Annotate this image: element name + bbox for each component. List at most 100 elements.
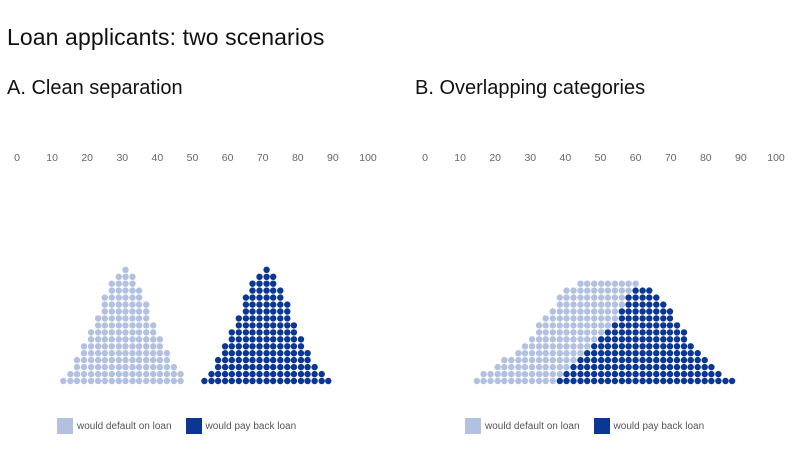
data-dot [290,329,298,336]
data-dot [494,370,501,378]
data-dot [598,322,605,329]
data-dot [549,356,556,364]
data-dot [290,322,298,329]
data-dot [515,356,522,364]
data-dot [228,336,235,343]
data-dot [535,363,543,371]
data-dot [242,377,250,385]
data-dot [115,377,123,385]
data-dot [528,336,536,343]
x-tick-label: 80 [700,152,712,164]
data-dot [108,343,116,350]
data-dot [67,370,74,378]
data-dot [625,308,632,315]
data-dot [129,377,136,385]
data-dot [646,363,653,371]
data-dot [577,294,584,301]
data-dot [570,294,577,301]
data-dot [129,294,136,301]
data-dot [598,363,605,371]
data-dot [660,336,667,343]
data-dot [646,301,653,308]
data-dot [270,308,277,315]
data-dot [556,370,563,378]
data-dot [542,322,549,329]
data-dot [528,350,536,357]
data-dot [235,329,242,336]
data-dot [290,336,298,343]
data-dot [135,363,143,371]
data-dot [542,377,549,385]
data-dot [101,294,109,301]
data-dot [653,315,660,322]
data-dot [646,308,653,315]
data-dot [115,363,123,371]
data-dot [277,377,284,385]
data-dot [263,287,270,294]
data-dot [598,294,605,301]
data-dot [715,370,722,378]
data-dot [577,308,584,315]
data-dot [618,308,626,315]
data-dot [228,363,235,371]
data-dot [228,356,235,364]
data-dot [101,370,109,378]
data-dot [150,363,157,371]
data-dot [249,294,256,301]
data-dot [256,308,263,315]
data-dot [604,315,612,322]
data-dot [549,363,556,371]
data-dot [108,329,116,336]
data-dot [284,322,291,329]
data-dot [501,356,508,364]
data-dot [150,356,157,364]
x-tick-label: 10 [46,152,58,164]
data-dot [80,370,88,378]
data-dot [501,377,508,385]
data-dot [256,336,263,343]
data-dot [135,356,143,364]
data-dot [122,266,129,273]
data-dot [604,370,612,378]
data-dot [618,329,626,336]
data-dot [632,343,639,350]
data-dot [170,370,178,378]
data-dot [618,287,626,294]
data-dot [270,363,277,371]
data-dot [129,322,136,329]
data-dot [556,329,563,336]
data-dot [129,363,136,371]
data-dot [228,377,235,385]
data-dot [556,363,563,371]
dot-plot-overlapping-categories: 0 10 20 30 40 50 60 70 80 90 100 [422,152,785,385]
data-dot [556,377,563,385]
data-dot [256,322,263,329]
data-dot [277,287,284,294]
data-dot [94,343,102,350]
data-dot [249,301,256,308]
data-dot [625,315,632,322]
data-dot [556,315,563,322]
data-dot [156,363,164,371]
data-dot [625,287,632,294]
data-dot [618,377,626,385]
data-dot [618,356,626,364]
data-dot [611,287,619,294]
data-dot [122,350,129,357]
data-dot [646,350,653,357]
legend-label-default: would default on loan [485,420,580,432]
data-dot [666,363,674,371]
data-dot [632,280,639,287]
data-dot [135,308,143,315]
data-dot [660,329,667,336]
data-dot [129,370,136,378]
data-dot [598,343,605,350]
data-dot [577,329,584,336]
x-tick-label: 90 [735,152,747,164]
data-dot [177,377,184,385]
x-tick-label: 100 [767,152,785,164]
data-dot [235,343,242,350]
data-dot [611,294,619,301]
data-dot [639,356,646,364]
data-dot [556,322,563,329]
